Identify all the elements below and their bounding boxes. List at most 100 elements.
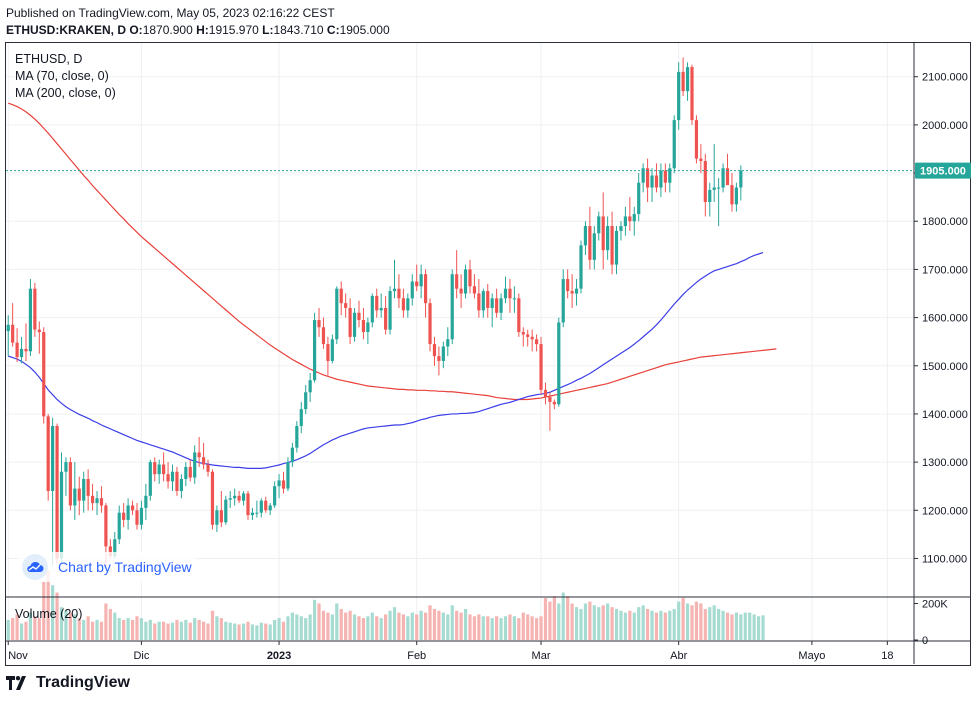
candle-body [175, 471, 179, 492]
volume-bar [406, 616, 410, 640]
candle-body [583, 226, 588, 246]
volume-bar [606, 603, 610, 640]
volume-bar [472, 616, 477, 640]
ma70-line [8, 251, 764, 469]
candle-body [610, 226, 614, 265]
candle-body [179, 478, 183, 492]
volume-bar [384, 614, 388, 640]
candle-body [463, 269, 468, 294]
volume-bar [37, 618, 41, 640]
tradingview-watermark[interactable]: Chart by TradingView [18, 552, 196, 582]
candle-body [450, 274, 454, 340]
volume-bar [104, 603, 108, 640]
volume-bar [761, 615, 765, 640]
ma200-line [8, 102, 777, 401]
candle-body [628, 216, 632, 222]
y-tick-label: 1300.000 [922, 457, 968, 469]
candle-body [246, 493, 250, 516]
candle-body [703, 161, 707, 202]
volume-bar [286, 616, 290, 640]
candle-body [130, 505, 135, 511]
volume-bar [117, 618, 121, 640]
candle-body [86, 478, 90, 496]
candle-body [295, 425, 299, 448]
volume-bar [277, 618, 281, 640]
candle-body [184, 466, 188, 479]
candle-body [113, 539, 117, 557]
candle-body [632, 214, 636, 222]
volume-bar [339, 608, 343, 640]
volume-bar [725, 612, 730, 640]
candle-body [201, 457, 206, 465]
footer-logo[interactable]: TradingView [6, 674, 130, 692]
watermark-text: Chart by TradingView [58, 559, 192, 575]
volume-bar [441, 612, 445, 640]
candle-body [166, 474, 170, 482]
candle-body [685, 67, 690, 92]
volume-bar [90, 621, 95, 640]
candle-body [193, 452, 197, 478]
volume-bar [335, 603, 339, 640]
candle-body [206, 464, 210, 472]
volume-bar [86, 616, 90, 640]
volume-bar [610, 607, 614, 640]
volume-bar [193, 618, 197, 640]
candle-body [486, 291, 490, 308]
volume-bar [455, 610, 459, 640]
volume-bar [370, 612, 374, 640]
candle-body [224, 499, 228, 523]
volume-bar [113, 612, 117, 640]
candle-body [499, 298, 503, 313]
candle-body [397, 288, 401, 299]
candle-body [503, 288, 508, 299]
candle-body [233, 495, 237, 499]
x-tick-label: Abr [670, 650, 687, 662]
volume-bar [397, 612, 401, 640]
candle-body [419, 274, 423, 287]
volume-bar [281, 621, 286, 640]
candle-body [135, 510, 139, 525]
volume-bar [423, 612, 428, 640]
volume-bar [690, 605, 694, 640]
candle-body [712, 187, 716, 190]
publish-header: Published on TradingView.com, May 05, 20… [6, 5, 390, 39]
volume-bar [552, 596, 556, 640]
volume-bar [699, 603, 703, 640]
volume-bar [708, 607, 712, 640]
volume-bar [139, 618, 144, 640]
candles-layer [6, 57, 743, 569]
volume-bar [162, 621, 166, 640]
volume-bar [264, 623, 268, 640]
candle-body [645, 168, 650, 188]
volume-bar [99, 621, 104, 640]
volume-bar [677, 601, 681, 640]
candle-body [348, 307, 352, 337]
volume-bar [663, 612, 667, 640]
volume-bar [517, 618, 521, 640]
volume-bar [632, 612, 636, 640]
volume-bar [330, 614, 334, 640]
candle-body [281, 480, 286, 489]
candle-body [273, 486, 277, 506]
volume-bar [752, 614, 756, 640]
candle-body [388, 291, 392, 330]
volume-bar [55, 592, 59, 640]
x-tick-label: Dic [133, 650, 149, 662]
volume-bar [428, 605, 432, 640]
candle-body [597, 216, 601, 234]
candle-body [681, 71, 685, 92]
volume-bar [597, 607, 601, 640]
volume-bar [273, 619, 277, 640]
volume-bar [246, 621, 250, 640]
x-tick-label: Mayo [798, 650, 825, 662]
candle-body [326, 344, 330, 361]
volume-bar [157, 621, 161, 640]
volume-bar [210, 610, 215, 640]
candle-body [210, 471, 215, 525]
tv-logo-icon [6, 676, 26, 690]
candle-body [139, 507, 144, 525]
volume-bar [126, 618, 130, 640]
volume-bar [641, 605, 645, 640]
close-label: C: [326, 23, 340, 37]
